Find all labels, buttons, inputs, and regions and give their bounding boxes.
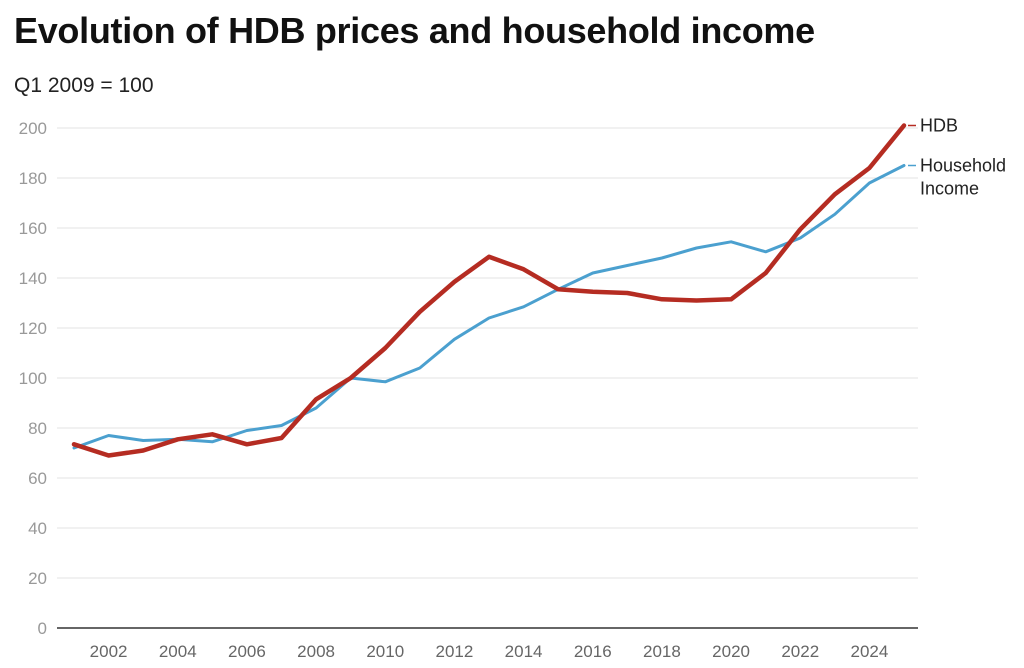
series-lines [71, 123, 907, 458]
series-label-household-income-line-2: Income [920, 179, 979, 199]
series-line-hdb [71, 123, 907, 458]
x-tick-label-2014: 2014 [505, 642, 543, 661]
y-tick-label-20: 20 [28, 569, 47, 588]
series-label-household-income-line-1: Household [920, 156, 1006, 176]
x-tick-label-2006: 2006 [228, 642, 266, 661]
series-label-hdb-line-1: HDB [920, 116, 958, 136]
x-tick-label-2012: 2012 [436, 642, 474, 661]
y-tick-label-100: 100 [19, 369, 47, 388]
x-tick-label-2024: 2024 [851, 642, 889, 661]
x-tick-label-2016: 2016 [574, 642, 612, 661]
x-tick-label-2022: 2022 [781, 642, 819, 661]
y-tick-label-80: 80 [28, 419, 47, 438]
x-tick-label-2010: 2010 [366, 642, 404, 661]
y-axis-tick-labels: 0 20 40 60 80 100 120 140 160 180 200 [19, 119, 47, 638]
y-tick-label-120: 120 [19, 319, 47, 338]
y-tick-label-0: 0 [38, 619, 47, 638]
x-tick-label-2004: 2004 [159, 642, 197, 661]
x-tick-label-2008: 2008 [297, 642, 335, 661]
chart-subtitle: Q1 2009 = 100 [14, 74, 154, 97]
y-tick-label-160: 160 [19, 219, 47, 238]
y-tick-label-200: 200 [19, 119, 47, 138]
y-tick-label-60: 60 [28, 469, 47, 488]
y-tick-label-180: 180 [19, 169, 47, 188]
gridlines [57, 127, 918, 579]
x-axis-tick-labels: 2002 2004 2006 2008 2010 2012 2014 2016 2018 2020… [90, 642, 889, 661]
y-tick-label-140: 140 [19, 269, 47, 288]
series-line-household-income [72, 164, 906, 450]
chart-title: Evolution of HDB prices and household in… [14, 10, 815, 51]
x-tick-label-2018: 2018 [643, 642, 681, 661]
x-tick-label-2020: 2020 [712, 642, 750, 661]
series-labels: Household Income HDB [908, 116, 1006, 199]
x-tick-label-2002: 2002 [90, 642, 128, 661]
y-tick-label-40: 40 [28, 519, 47, 538]
